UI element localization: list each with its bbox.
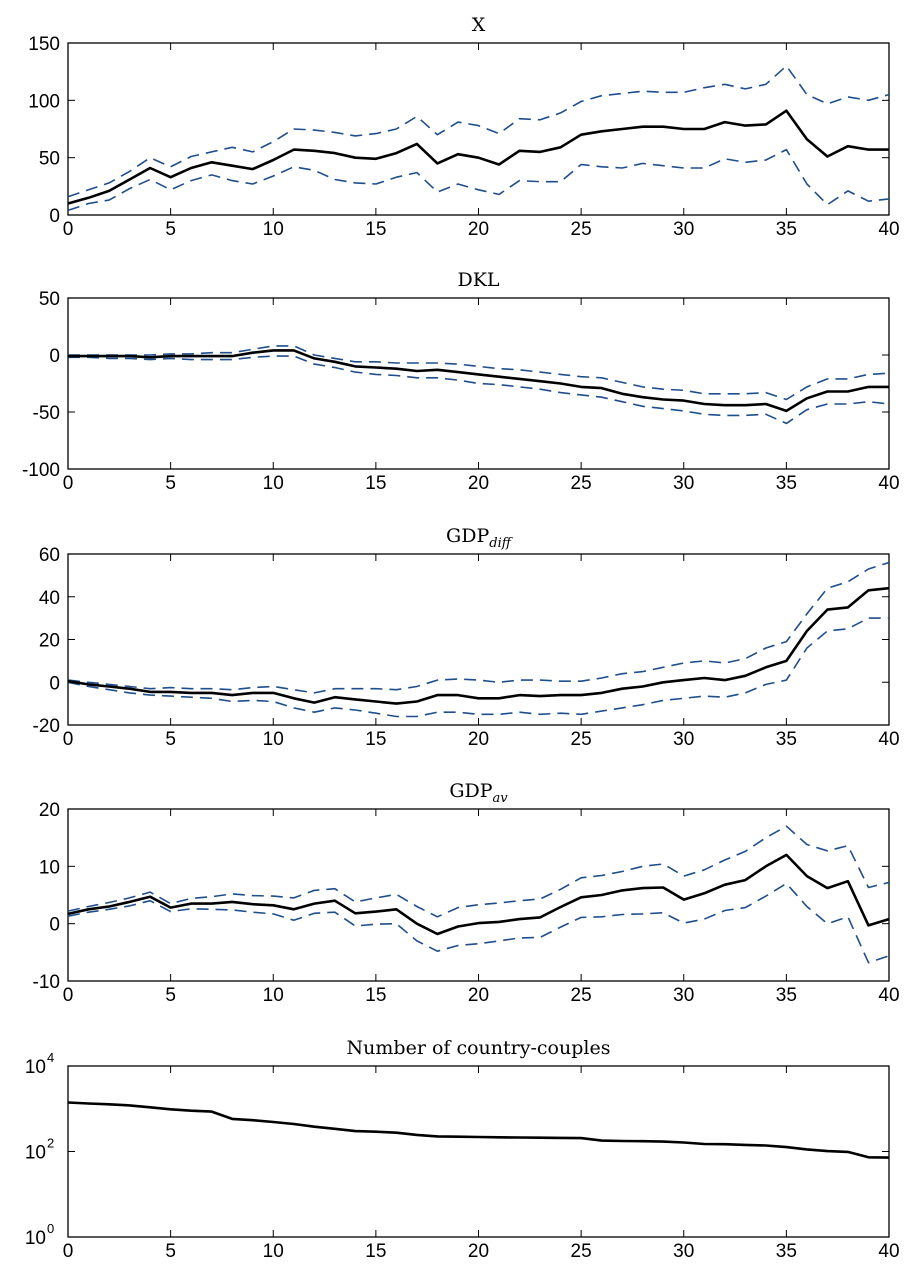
x-tick-label: 35 [776,473,797,494]
x-tick-label: 0 [63,729,74,750]
x-tick-label: 5 [165,473,176,494]
series-line-band [67,65,890,198]
y-tick-label: -100 [22,460,60,481]
x-tick-label: 40 [878,1241,899,1262]
y-tick-label: 60 [39,545,60,566]
plot-frame [67,808,890,982]
x-tick-label: 30 [673,473,694,494]
x-tick-label: 10 [263,985,284,1006]
series-line-band [68,345,890,401]
y-tick-label: 20 [39,631,60,652]
x-tick-label: 5 [165,219,176,240]
x-tick-label: 25 [571,473,592,494]
chart-title: GDPav [449,780,508,806]
x-tick-label: 25 [571,219,592,240]
x-tick-label: 20 [468,1241,489,1262]
y-tick-label: -20 [33,716,60,737]
y-tick-label: 50 [39,149,60,170]
x-tick-label: 35 [776,985,797,1006]
x-tick-label: 0 [63,985,74,1006]
x-tick-label: 0 [63,1241,74,1262]
y-tick-label: 10 [25,1143,46,1164]
chart-panel-2: DKL 0 5 10 15 20 25 30 35 40 -100 -50 0 50 [22,269,900,494]
chart-title: X [472,14,486,36]
plot-frame [67,297,890,470]
y-tick-label: 20 [39,800,60,821]
y-tick-label: 10 [39,857,60,878]
y-tick-exponent: 4 [47,1050,54,1065]
y-tick-label: 0 [49,206,60,227]
series-line-band [67,825,890,918]
x-tick-label: 10 [263,729,284,750]
x-tick-label: 0 [63,473,74,494]
x-tick-label: 25 [571,985,592,1006]
x-tick-label: 5 [165,729,176,750]
y-tick-label: 50 [39,289,60,310]
series-line-band [67,148,890,212]
x-tick-label: 15 [365,219,386,240]
chart-title-subscript: av [493,791,509,806]
y-tick-label: 0 [49,346,60,367]
y-tick-label: 40 [39,588,60,609]
series-line-mean [67,1101,890,1159]
y-tick-exponent: 0 [47,1221,54,1236]
x-tick-label: 10 [263,473,284,494]
x-tick-label: 5 [165,1241,176,1262]
x-tick-label: 40 [878,985,899,1006]
x-tick-label: 25 [571,729,592,750]
x-tick-label: 10 [263,219,284,240]
y-tick-label: 10 [25,1057,46,1078]
x-tick-label: 25 [571,1241,592,1262]
y-tick-label: 150 [28,34,60,55]
y-tick-label: 100 [28,91,60,112]
x-tick-label: 15 [365,729,386,750]
y-tick-label: 0 [49,915,60,936]
chart-title: DKL [457,269,499,291]
x-tick-label: 0 [63,219,74,240]
plot-frame [67,1065,890,1238]
series-line-band [68,355,890,425]
series-line-band [67,561,890,694]
x-tick-label: 20 [468,729,489,750]
x-tick-label: 30 [673,219,694,240]
x-tick-label: 15 [365,1241,386,1262]
chart-title-subscript: diff [489,536,513,551]
y-tick-label: -10 [33,972,60,993]
series-line-mean [67,109,889,205]
x-tick-label: 10 [263,1241,284,1262]
y-tick-label: -50 [33,403,60,424]
y-tick-label: 10 [25,1228,46,1249]
x-tick-label: 20 [468,219,489,240]
series-line-band [67,882,890,964]
x-tick-label: 15 [365,985,386,1006]
series-line-mean [67,586,890,705]
x-tick-label: 35 [776,1241,797,1262]
series-line-mean [68,349,889,413]
x-tick-label: 40 [878,473,899,494]
x-tick-label: 35 [776,219,797,240]
series-line-mean [67,853,890,936]
x-tick-label: 20 [468,473,489,494]
chart-panel-1: X 0 5 10 15 20 25 30 35 40 0 50 100 150 [28,14,899,240]
x-tick-label: 35 [776,729,797,750]
y-tick-exponent: 2 [47,1136,54,1151]
x-tick-label: 40 [878,729,899,750]
x-tick-label: 40 [878,219,899,240]
x-tick-label: 15 [365,473,386,494]
chart-title: Number of country-couples [347,1037,611,1059]
x-tick-label: 20 [468,985,489,1006]
x-tick-label: 30 [673,729,694,750]
x-tick-label: 5 [165,985,176,1006]
y-tick-label: 0 [49,673,60,694]
x-tick-label: 30 [673,1241,694,1262]
x-tick-label: 30 [673,985,694,1006]
chart-title: GDPdiff [446,525,514,551]
series-line-band [67,617,889,718]
